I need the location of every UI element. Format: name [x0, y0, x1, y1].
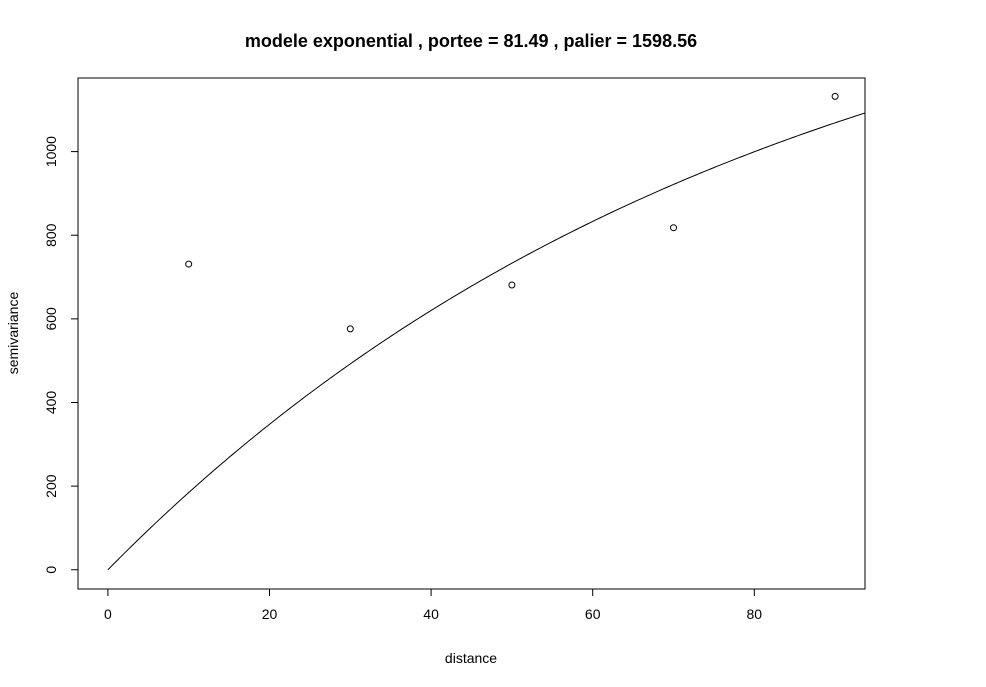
- chart-title: modele exponential , portee = 81.49 , pa…: [245, 31, 697, 51]
- data-points: [185, 92, 839, 333]
- y-tick-label: 0: [43, 566, 59, 574]
- data-point: [185, 260, 193, 268]
- data-point: [346, 325, 354, 333]
- data-point: [831, 92, 839, 100]
- x-tick-label: 80: [747, 606, 763, 622]
- x-tick-label: 20: [262, 606, 278, 622]
- y-axis-label: semivariance: [5, 292, 21, 375]
- x-axis-label: distance: [445, 650, 497, 666]
- y-tick-label: 1000: [43, 136, 59, 167]
- data-point: [670, 224, 678, 232]
- y-tick-label: 200: [43, 474, 59, 498]
- y-tick-label: 400: [43, 391, 59, 415]
- x-axis: 0 20 40 60 80: [104, 588, 763, 622]
- x-tick-label: 0: [104, 606, 112, 622]
- y-axis: 0 200 400 600 800 1000: [43, 136, 79, 574]
- model-curve: [107, 112, 866, 571]
- data-point: [508, 281, 516, 289]
- y-tick-label: 800: [43, 223, 59, 247]
- y-tick-label: 600: [43, 307, 59, 331]
- x-tick-label: 60: [585, 606, 601, 622]
- x-tick-label: 40: [423, 606, 439, 622]
